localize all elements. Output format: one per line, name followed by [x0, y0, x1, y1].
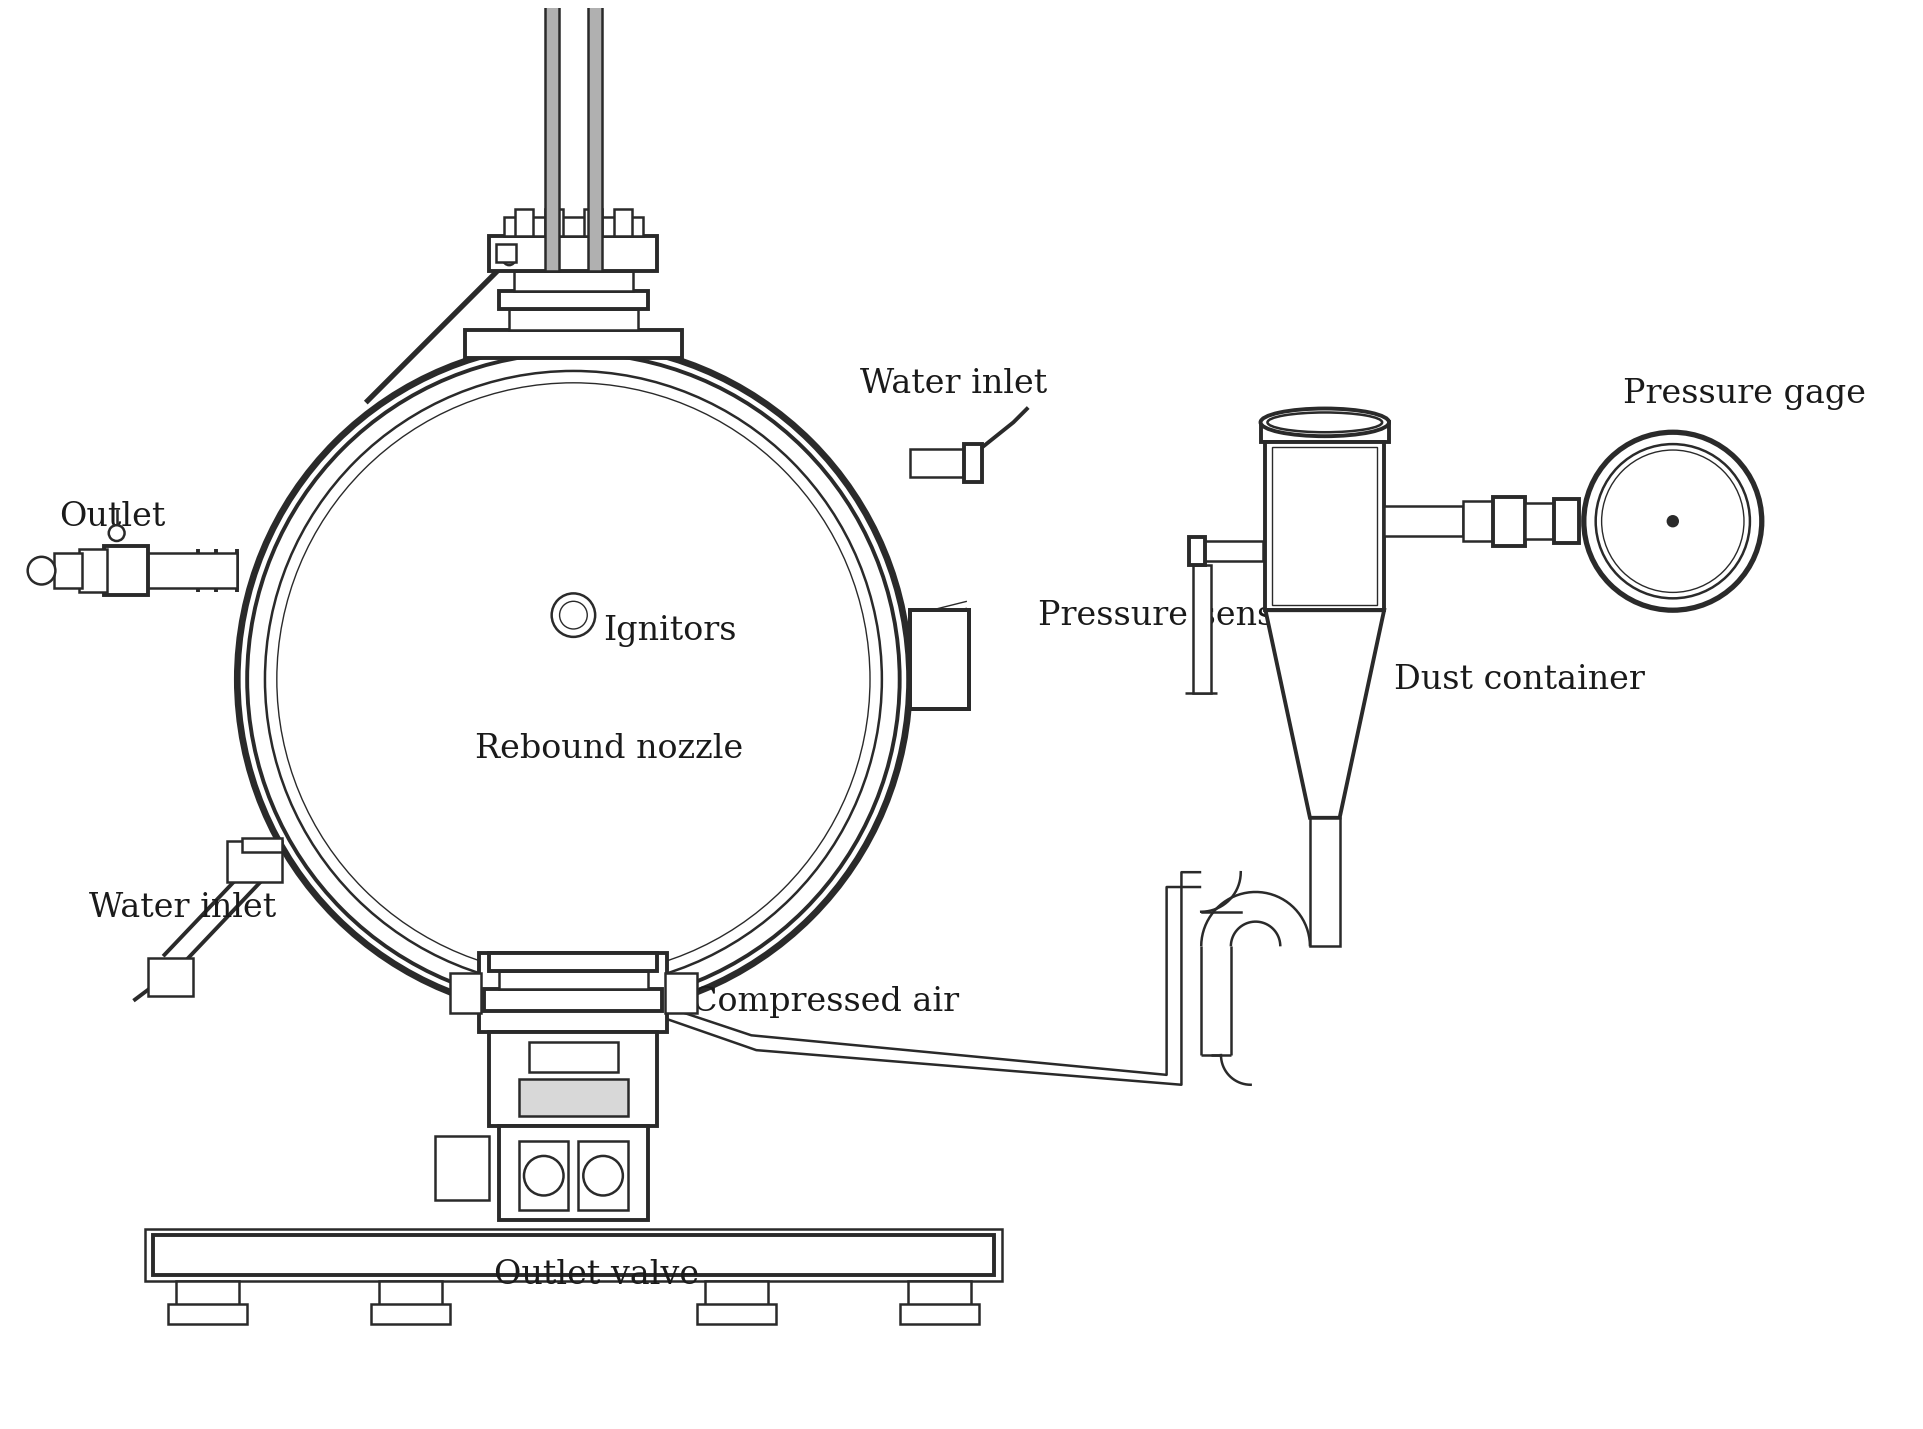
Bar	[515, 209, 533, 236]
Circle shape	[523, 1156, 563, 1196]
Bar	[544, 209, 563, 236]
Circle shape	[110, 526, 125, 542]
Bar	[900, 1305, 979, 1325]
Bar	[488, 1032, 658, 1126]
Bar	[588, 0, 602, 272]
Bar	[146, 1229, 1002, 1280]
Bar	[544, 0, 558, 272]
Bar	[500, 292, 648, 309]
Bar	[1525, 503, 1554, 539]
Bar	[1463, 502, 1492, 542]
Bar	[1492, 496, 1525, 546]
Bar	[908, 1280, 971, 1308]
Bar	[706, 1280, 767, 1308]
Bar	[910, 610, 969, 709]
Bar	[479, 953, 667, 1032]
Bar	[485, 989, 662, 1010]
Bar	[696, 1305, 777, 1325]
Bar	[585, 209, 602, 236]
Bar	[500, 1126, 648, 1220]
Circle shape	[560, 602, 587, 629]
Ellipse shape	[1261, 409, 1388, 436]
Bar	[500, 972, 648, 989]
Polygon shape	[1265, 610, 1385, 817]
Bar	[513, 272, 633, 292]
Bar	[1273, 447, 1377, 606]
Bar	[379, 1280, 442, 1308]
Bar	[1202, 542, 1263, 560]
Text: Water inlet: Water inlet	[88, 892, 277, 923]
Bar	[450, 973, 481, 1013]
Bar	[79, 549, 108, 593]
Bar	[1310, 817, 1340, 946]
Text: Outlet valve: Outlet valve	[494, 1259, 700, 1292]
Bar	[54, 553, 83, 589]
Text: Pressure sensors: Pressure sensors	[1038, 600, 1327, 632]
Bar	[510, 309, 638, 330]
Bar	[1385, 506, 1463, 536]
Circle shape	[1667, 516, 1677, 526]
Bar	[488, 953, 658, 972]
Bar	[371, 1305, 450, 1325]
Ellipse shape	[1267, 413, 1383, 432]
Text: Dust container: Dust container	[1394, 664, 1644, 696]
Bar	[144, 553, 237, 589]
Text: Ignitors: Ignitors	[604, 614, 737, 647]
Circle shape	[1585, 432, 1761, 610]
Bar	[167, 1305, 248, 1325]
Text: Pressure gage: Pressure gage	[1623, 377, 1867, 410]
Circle shape	[1602, 450, 1744, 593]
Bar	[1554, 500, 1579, 543]
Bar	[1194, 564, 1211, 693]
Bar	[488, 236, 658, 272]
Bar	[613, 209, 633, 236]
Bar	[529, 1042, 617, 1072]
Bar	[1261, 423, 1388, 442]
Bar	[963, 444, 983, 482]
Bar	[465, 330, 683, 359]
Bar	[1265, 442, 1385, 610]
Bar	[519, 1142, 569, 1210]
Bar	[148, 959, 192, 996]
Circle shape	[504, 253, 515, 266]
Circle shape	[583, 1156, 623, 1196]
Bar	[104, 546, 148, 596]
Bar	[242, 837, 283, 853]
Text: Water inlet: Water inlet	[860, 367, 1048, 400]
Text: Compressed air: Compressed air	[692, 986, 960, 1017]
Bar	[579, 1142, 627, 1210]
Bar	[665, 973, 696, 1013]
Circle shape	[27, 557, 56, 584]
Circle shape	[552, 593, 594, 637]
Bar	[177, 1280, 238, 1308]
Bar	[910, 610, 969, 709]
Text: Rebound nozzle: Rebound nozzle	[475, 733, 742, 766]
Bar	[496, 244, 515, 262]
Bar	[435, 1136, 488, 1200]
Circle shape	[1596, 444, 1750, 599]
Bar	[504, 217, 642, 236]
Bar	[1188, 537, 1206, 564]
Bar	[154, 1235, 994, 1275]
Circle shape	[237, 343, 910, 1016]
Bar	[519, 1079, 627, 1116]
Text: Outlet: Outlet	[60, 502, 165, 533]
Bar	[227, 840, 283, 882]
Bar	[910, 449, 969, 477]
